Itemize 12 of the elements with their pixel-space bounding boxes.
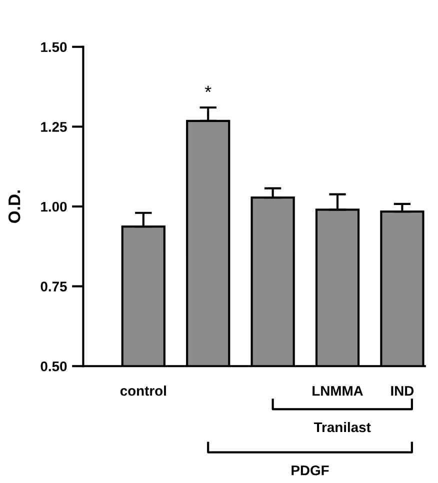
x-tick-label: IND	[391, 386, 414, 396]
y-tick-label: 1.00	[41, 202, 67, 212]
text: Tranilast	[314, 422, 371, 432]
annotation: *	[204, 86, 212, 92]
y-tick-label: 1.25	[41, 122, 67, 132]
y-tick-label: 0.50	[40, 361, 67, 372]
y-tick-label: 0.75	[40, 282, 67, 292]
y-axis-title: O.D.	[8, 190, 20, 223]
x-tick-label: LNMMA	[312, 386, 363, 396]
x-tick-label: control	[120, 386, 166, 396]
text: PDGF	[292, 465, 329, 476]
y-tick-label: 1.50	[41, 42, 67, 52]
